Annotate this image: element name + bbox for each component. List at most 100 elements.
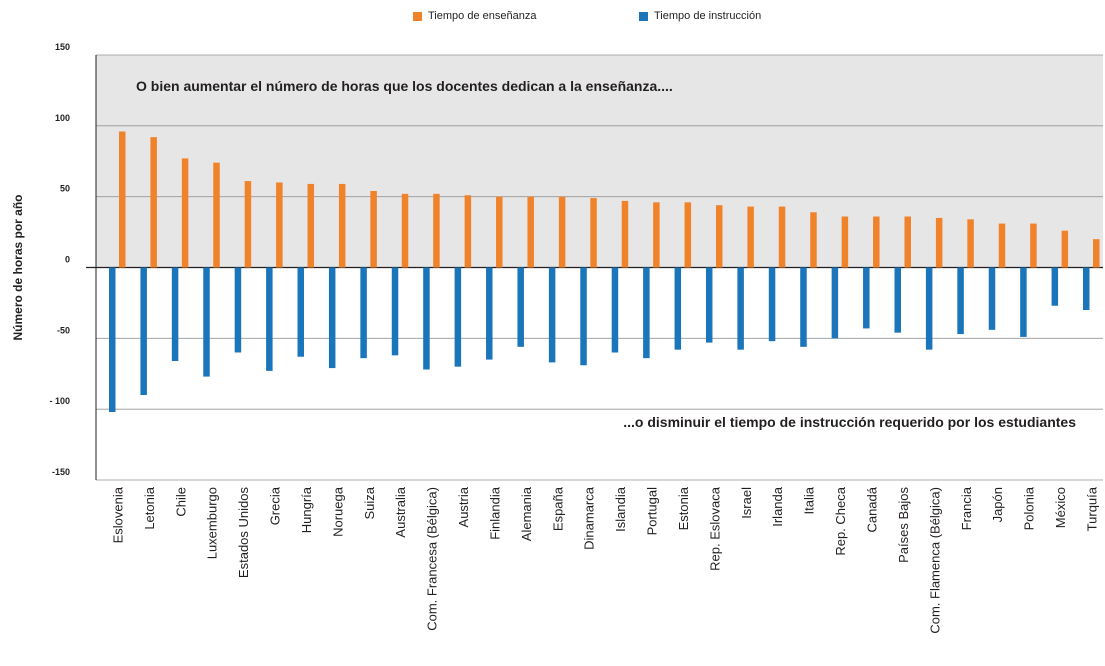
category-label: Portugal (645, 487, 660, 536)
bar-teaching (213, 162, 220, 268)
bar-teaching (150, 137, 157, 268)
bar-teaching (684, 202, 692, 268)
bar-instruction (203, 267, 210, 377)
legend-label-teaching: Tiempo de enseñanza (428, 10, 537, 22)
bar-instruction (486, 267, 493, 360)
bar-teaching (464, 195, 472, 268)
bar-teaching (590, 198, 597, 268)
y-tick-label: 150 (55, 42, 70, 52)
y-tick-label: 50 (60, 184, 70, 194)
category-label: Italia (802, 486, 817, 514)
bar-instruction (140, 267, 147, 395)
category-label: Países Bajos (896, 487, 911, 563)
bar-teaching (181, 158, 189, 268)
category-label: Rep. Eslovaca (707, 486, 722, 571)
category-label: México (1053, 487, 1068, 528)
bar-teaching (401, 193, 409, 268)
y-tick-label: -50 (57, 325, 70, 335)
bar-instruction (957, 267, 964, 335)
legend-label-instruction: Tiempo de instrucción (654, 10, 762, 22)
y-tick-label: 0 (65, 255, 70, 265)
bar-instruction (109, 267, 116, 412)
y-tick-label: -150 (52, 467, 70, 477)
y-tick-labels: 150 100 50 0 -50 - 100 -150 (49, 42, 70, 477)
category-label: Hungría (299, 486, 314, 533)
bar-instruction (988, 267, 996, 330)
bar-instruction (768, 267, 776, 342)
category-label: Estados Unidos (236, 487, 251, 579)
category-label: Eslovenia (110, 486, 125, 543)
shaded-band (96, 55, 1103, 268)
category-label: Finlandia (487, 486, 502, 540)
category-label: Islandia (613, 486, 628, 532)
category-label: Suiza (362, 486, 377, 519)
bar-instruction (737, 267, 744, 350)
gridlines (86, 54, 1103, 481)
bar-teaching (998, 223, 1006, 268)
category-labels: Eslovenia Letonia Chile Luxemburgo Estados U… (110, 486, 1099, 633)
bar-instruction (1083, 267, 1090, 310)
bar-instruction (360, 267, 367, 359)
bar-instruction (548, 267, 556, 363)
bar-instruction (1051, 267, 1059, 306)
bar-teaching (935, 217, 943, 268)
bar-teaching (370, 191, 377, 268)
bar-teaching (527, 196, 534, 268)
legend-swatch-teaching (413, 11, 422, 21)
bar-teaching (496, 196, 503, 268)
category-label: Chile (173, 487, 188, 517)
bar-teaching (810, 212, 817, 268)
bar-instruction (391, 267, 399, 356)
y-axis-label: Número de horas por año (11, 194, 25, 340)
bar-instruction (454, 267, 462, 367)
legend-item-instruction: Tiempo de instrucción (639, 10, 761, 22)
category-label: Rep. Checa (833, 486, 848, 555)
category-label: Grecia (268, 486, 283, 525)
annotation-top: O bien aumentar el número de horas que l… (136, 78, 673, 94)
y-tick-label: - 100 (49, 396, 70, 406)
legend: Tiempo de enseñanza Tiempo de instrucció… (0, 10, 1105, 26)
bar-instruction (1020, 267, 1027, 337)
bar-teaching (119, 131, 126, 268)
bar-instruction (297, 267, 305, 357)
bar-teaching (747, 206, 754, 268)
category-label: Austria (456, 486, 471, 527)
y-tick-label: 100 (55, 113, 70, 123)
category-label: Estonia (676, 486, 691, 530)
category-label: Noruega (330, 486, 345, 537)
legend-item-teaching: Tiempo de enseñanza (413, 10, 536, 22)
category-label: Alemania (519, 486, 534, 541)
bar-instruction (800, 267, 807, 347)
category-label: Francia (959, 486, 974, 530)
bars (109, 131, 1100, 412)
annotation-bottom: ...o disminuir el tiempo de instrucción … (623, 414, 1076, 430)
bar-instruction (234, 267, 242, 353)
category-label: Australia (393, 486, 408, 537)
category-label: Dinamarca (582, 486, 597, 550)
bar-teaching (433, 193, 440, 268)
bar-teaching (1030, 223, 1037, 268)
bar-instruction (517, 267, 524, 347)
bar-teaching (1061, 230, 1069, 268)
bar-instruction (674, 267, 682, 350)
bar-teaching (967, 219, 974, 268)
category-label: Com. Francesa (Bélgica) (425, 487, 440, 631)
category-label: Letonia (142, 486, 157, 529)
bar-teaching (653, 202, 660, 268)
category-label: Polonia (1022, 486, 1037, 530)
bar-teaching (338, 183, 346, 268)
bar-teaching (1093, 239, 1100, 268)
bar-instruction (831, 267, 839, 339)
category-label: España (550, 486, 565, 531)
bar-instruction (611, 267, 619, 353)
category-label: Israel (739, 487, 754, 519)
bar-teaching (841, 216, 849, 268)
bar-teaching (778, 206, 786, 268)
bar-teaching (307, 183, 315, 268)
bar-instruction (863, 267, 870, 329)
bar-instruction (580, 267, 587, 366)
bar-instruction (643, 267, 650, 359)
bar-instruction (171, 267, 179, 361)
